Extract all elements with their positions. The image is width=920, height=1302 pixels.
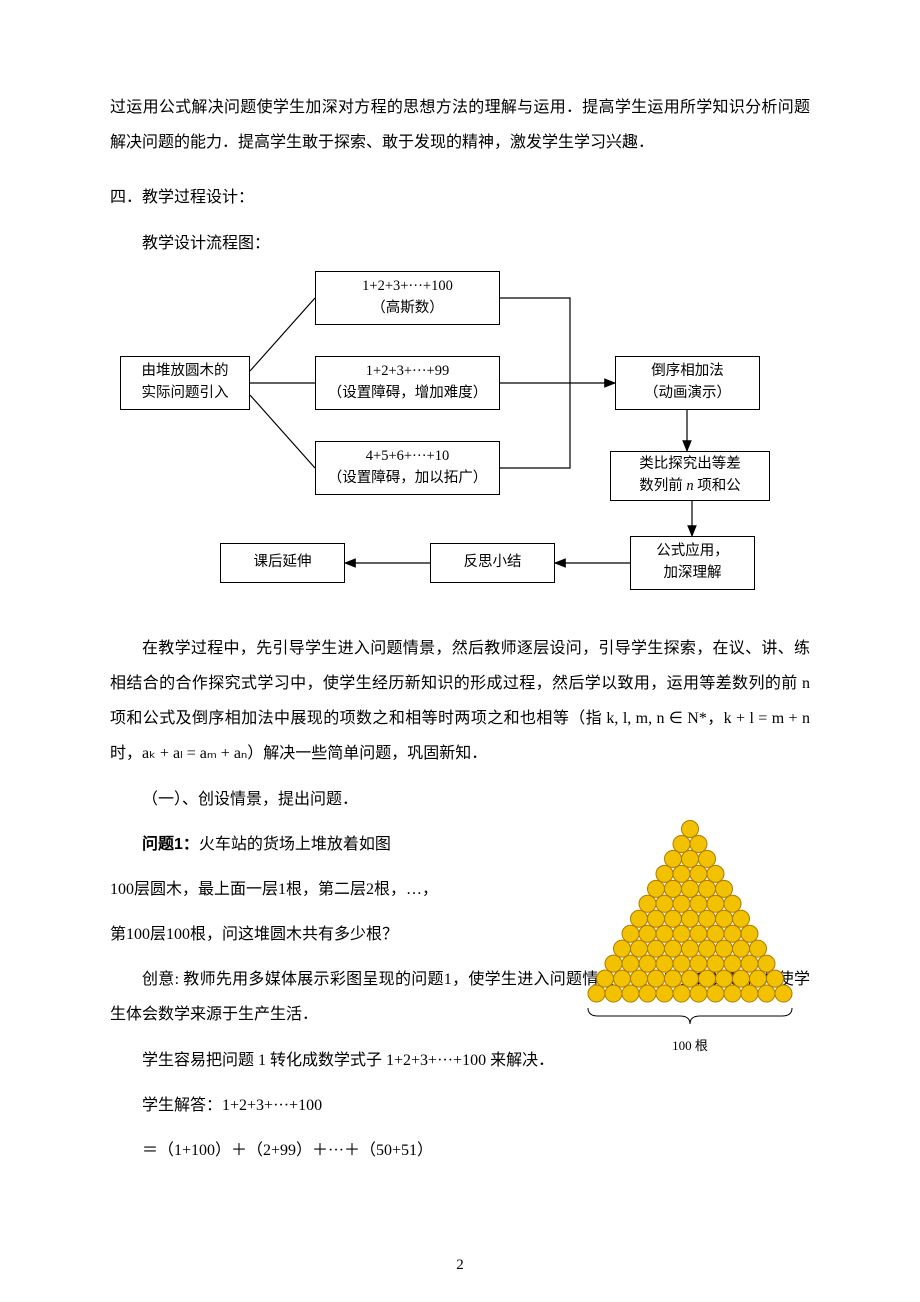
flow-box-mid: 1+2+3+···+99（设置障碍，增加难度） [315,356,500,410]
flowchart: 由堆放圆木的实际问题引入 1+2+3+···+100（高斯数） 1+2+3+···+… [110,261,810,601]
para-answer-2: ＝（1+100）＋（2+99）＋···＋（50+51） [110,1133,810,1168]
flow-box-reflect: 反思小结 [430,543,555,583]
para-after-flow-text: 在教学过程中，先引导学生进入问题情景，然后教师逐层设问，引导学生探索，在议、讲、… [110,640,810,763]
pyramid-svg [580,817,800,1030]
para-answer-1: 学生解答：1+2+3+···+100 [110,1088,810,1123]
flow-box-apply: 公式应用，加深理解 [630,536,755,590]
page-number: 2 [0,1257,920,1274]
flow-box-top: 1+2+3+···+100（高斯数） [315,271,500,325]
flow-box-start: 由堆放圆木的实际问题引入 [120,356,250,410]
flow-box-after: 课后延伸 [220,543,345,583]
flow-box-rev: 倒序相加法（动画演示） [615,356,760,410]
pyramid-caption: 100 根 [580,1035,800,1054]
pyramid-figure: 100 根 [580,817,800,1054]
problem1-label: 问题1： [142,836,199,853]
flow-box-bot: 4+5+6+···+10（设置障碍，加以拓广） [315,441,500,495]
para-after-flow: 在教学过程中，先引导学生进入问题情景，然后教师逐层设问，引导学生探索，在议、讲、… [110,631,810,772]
problem1-text: 火车站的货场上堆放着如图 [199,836,391,853]
subsection-1: （一）、创设情景，提出问题． [110,782,810,817]
flow-label: 教学设计流程图： [110,226,810,261]
section-4-heading: 四．教学过程设计： [110,180,810,215]
page: 过运用公式解决问题使学生加深对方程的思想方法的理解与运用．提高学生运用所学知识分… [0,0,920,1302]
para-top: 过运用公式解决问题使学生加深对方程的思想方法的理解与运用．提高学生运用所学知识分… [110,90,810,160]
flow-box-analogy: 类比探究出等差数列前 n 项和公 [610,451,770,501]
problem1-block: 100 根 问题1：火车站的货场上堆放着如图 100层圆木，最上面一层1根，第二… [110,827,810,1033]
